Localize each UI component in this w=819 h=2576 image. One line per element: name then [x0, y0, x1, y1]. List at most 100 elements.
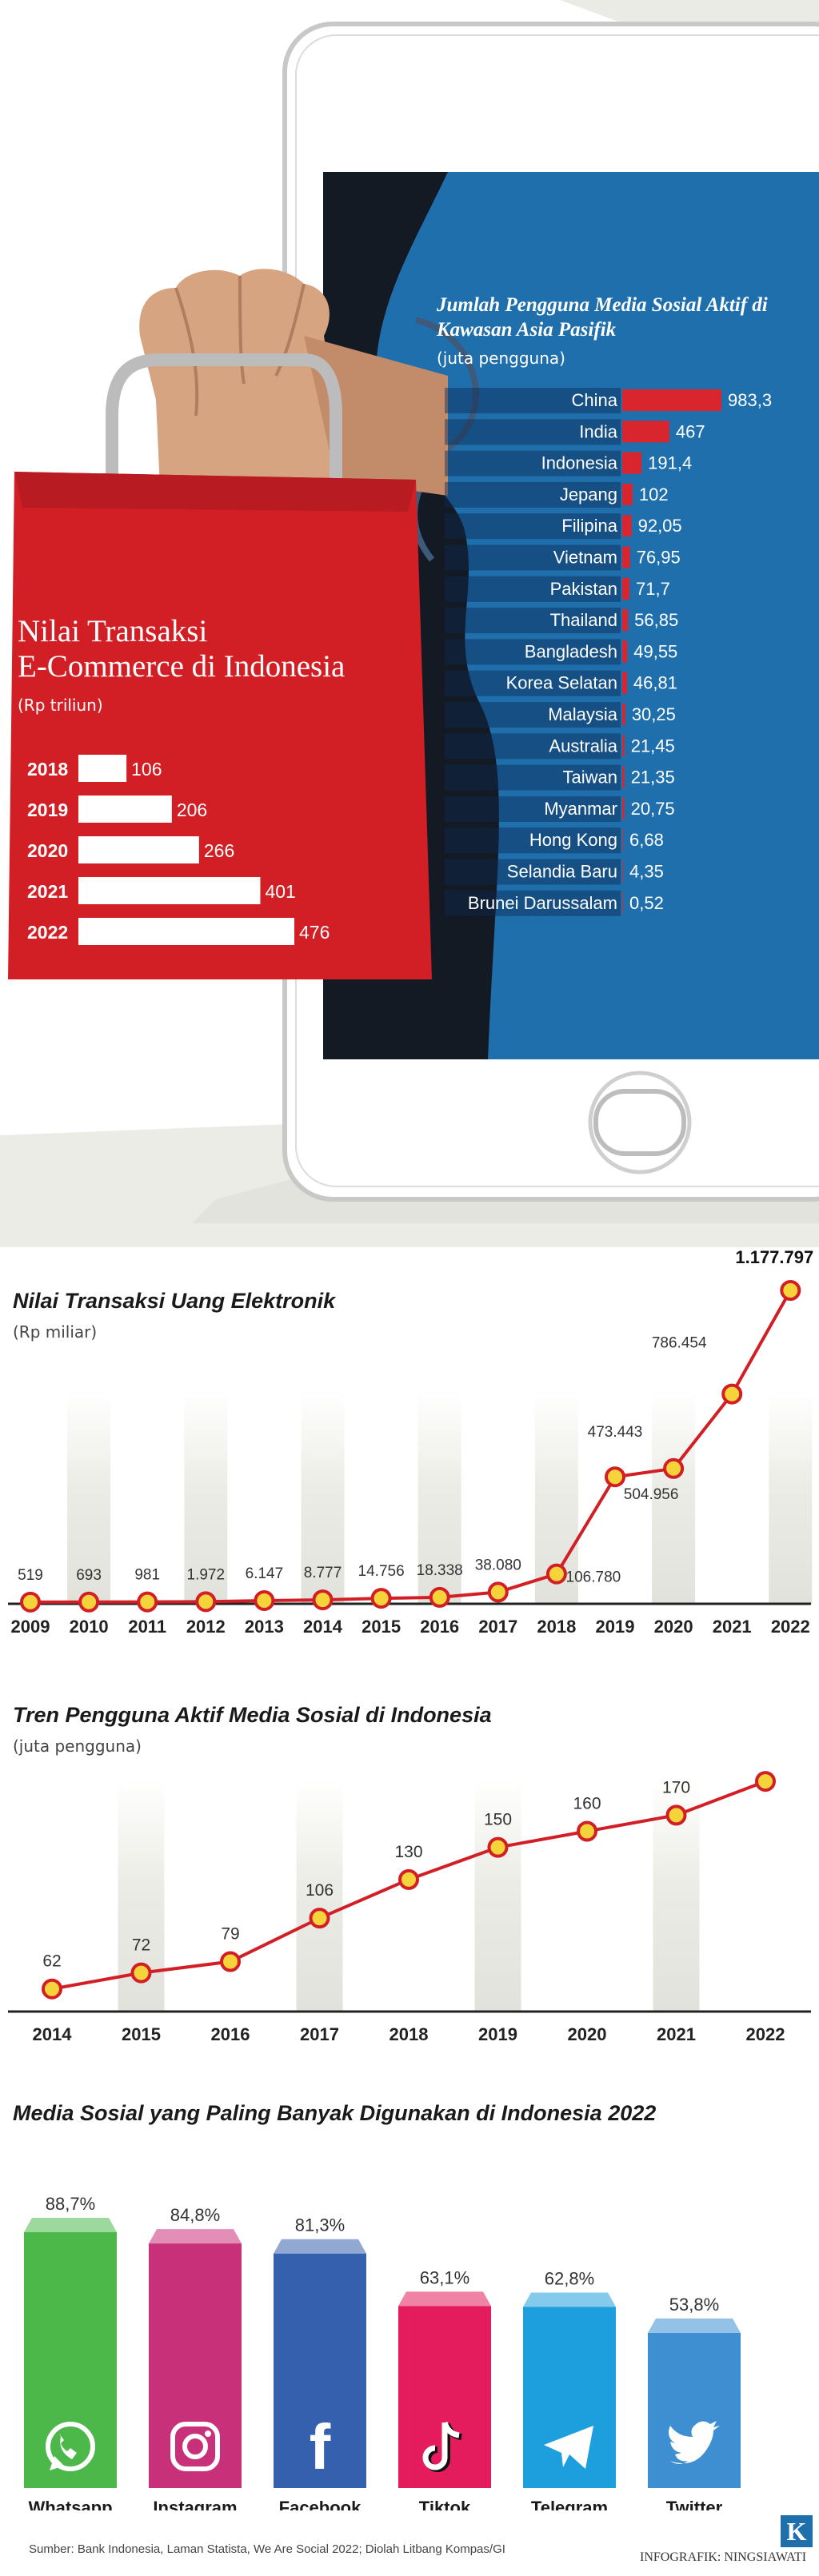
platform-name-label: Facebook	[279, 2498, 362, 2510]
asia-category-label: Vietnam	[553, 548, 617, 568]
platform-value-label: 53,8%	[669, 2295, 719, 2315]
asia-row-bg	[445, 859, 621, 885]
hero-illustration	[0, 0, 819, 1247]
asia-bar	[622, 483, 633, 505]
asia-row-bg	[445, 576, 621, 602]
x-tick-label: 2014	[303, 1617, 343, 1637]
x-tick-label: 2016	[211, 2024, 250, 2044]
asia-value-label: 21,35	[631, 768, 675, 788]
background-column	[474, 1780, 521, 2012]
ecommerce-value-label: 476	[299, 922, 330, 943]
x-tick-label: 2020	[654, 1617, 693, 1637]
x-tick-label: 2022	[771, 1617, 810, 1637]
data-point	[487, 1836, 509, 1858]
platform-value-label: 62,8%	[545, 2268, 594, 2288]
asia-row-bg	[445, 388, 621, 413]
asia-value-label: 46,81	[633, 673, 677, 693]
asia-value-label: 30,25	[632, 704, 676, 724]
bar-top-cap	[398, 2291, 491, 2307]
asia-bar	[622, 829, 623, 851]
ecommerce-bar-chart: 2018 106 2019 206 2020 266 2021 401 2022 476	[27, 755, 330, 945]
asia-bar	[622, 421, 669, 443]
platform-name-label: Instagram	[153, 2498, 237, 2510]
platform-name-label: Telegram	[531, 2498, 608, 2510]
svg-text:f: f	[310, 2411, 331, 2482]
platform-name-label: Whatsapp	[28, 2498, 112, 2510]
social-users-title: Tren Pengguna Aktif Media Sosial di Indo…	[13, 1703, 492, 1727]
data-point	[721, 1383, 743, 1405]
asia-row-bg	[445, 796, 621, 822]
asia-value-label: 0,52	[629, 893, 664, 913]
data-point	[137, 1591, 158, 1613]
telegram-icon	[544, 2426, 593, 2469]
x-tick-label: 2014	[33, 2024, 73, 2044]
x-tick-label: 2021	[713, 1617, 752, 1637]
data-point	[429, 1586, 450, 1608]
data-point	[370, 1588, 392, 1609]
asia-bar	[622, 389, 721, 411]
asia-value-label: 983,3	[728, 390, 772, 410]
data-label: 519	[18, 1567, 43, 1584]
tiktok-icon	[422, 2421, 462, 2472]
asia-row-bg	[445, 827, 621, 854]
asia-category-label: Jepang	[560, 484, 617, 504]
asia-category-label: Taiwan	[563, 768, 617, 788]
asia-bar	[622, 860, 623, 883]
ecommerce-bar	[78, 877, 261, 904]
data-label: 106.780	[566, 1569, 621, 1586]
ecommerce-year-label: 2018	[27, 759, 68, 780]
asia-value-label: 20,75	[631, 799, 675, 819]
asia-pacific-header: Jumlah Pengguna Media Sosial Aktif di Ka…	[437, 293, 813, 368]
data-point	[78, 1591, 100, 1613]
ecommerce-value-label: 401	[265, 881, 295, 902]
asia-category-label: Myanmar	[544, 799, 617, 819]
asia-bar	[622, 452, 642, 474]
data-label: 38.080	[475, 1557, 521, 1573]
x-tick-label: 2019	[596, 1617, 635, 1637]
asia-category-label: Thailand	[550, 610, 617, 630]
ecommerce-unit: (Rp triliun)	[18, 696, 103, 715]
background-column	[769, 1391, 813, 1604]
x-tick-label: 2018	[390, 2024, 429, 2044]
platform-bar	[274, 2253, 366, 2488]
asia-row-bg	[445, 702, 621, 728]
background-column	[652, 1391, 696, 1604]
platforms-title: Media Sosial yang Paling Banyak Digunaka…	[13, 2101, 657, 2125]
asia-row-bg	[445, 670, 621, 696]
bar-top-cap	[149, 2229, 242, 2244]
data-label: 170	[662, 1778, 690, 1796]
ecommerce-bar	[78, 755, 127, 782]
platform-bar	[24, 2232, 117, 2488]
data-label: 981	[134, 1567, 160, 1584]
x-tick-label: 2011	[128, 1617, 166, 1637]
background-column	[417, 1391, 461, 1604]
bar-top-cap	[24, 2218, 117, 2232]
data-point	[545, 1563, 567, 1585]
asia-bar	[622, 515, 632, 537]
social-users-line-chart: 62 2014 72 2015 79 2016 106 2017 130 2018 150 2019 1…	[8, 1759, 811, 2044]
instagram-icon	[170, 2422, 220, 2471]
asia-category-label: Brunei Darussalam	[468, 893, 617, 913]
background-column	[184, 1391, 228, 1604]
kompas-logo: K	[781, 2515, 813, 2547]
twitter-icon	[669, 2421, 720, 2464]
asia-value-label: 49,55	[633, 641, 677, 661]
asia-bar	[622, 640, 628, 663]
asia-row-bg	[445, 639, 621, 665]
x-tick-label: 2017	[300, 2024, 339, 2044]
x-tick-label: 2009	[11, 1617, 50, 1637]
emoney-title: Nilai Transaksi Uang Elektronik	[13, 1289, 336, 1313]
background-column	[296, 1780, 343, 2012]
ecommerce-value-label: 206	[177, 800, 207, 820]
data-point	[780, 1280, 801, 1301]
ecommerce-bar	[78, 796, 172, 823]
data-point	[398, 1868, 419, 1890]
x-tick-label: 2022	[746, 2024, 785, 2044]
credit: INFOGRAFIK: NINGSIAWATI	[640, 2550, 807, 2564]
ecommerce-year-label: 2021	[27, 881, 68, 902]
data-label: 8.777	[304, 1565, 342, 1581]
platform-value-label: 88,7%	[46, 2194, 95, 2214]
platform-value-label: 81,3%	[295, 2215, 345, 2235]
platform-value-label: 84,8%	[170, 2205, 220, 2225]
platform-name-label: Tiktok	[419, 2498, 471, 2510]
